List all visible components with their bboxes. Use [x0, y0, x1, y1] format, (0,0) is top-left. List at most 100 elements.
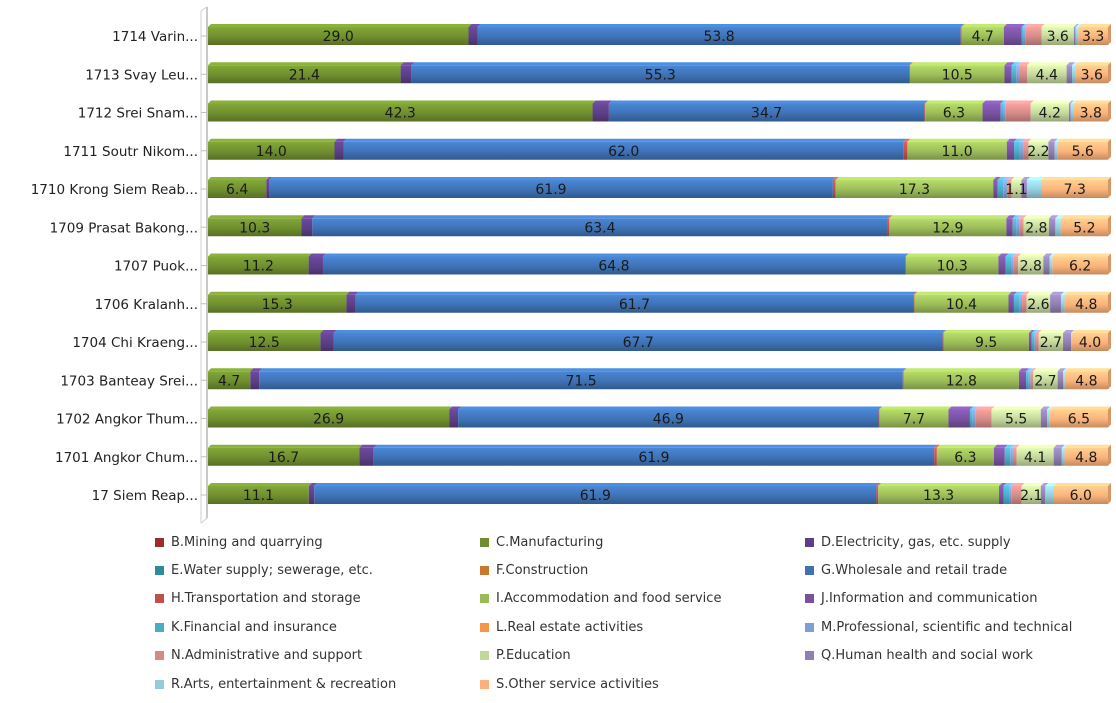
bar-segment-top [301, 215, 316, 219]
bar-segment [905, 256, 999, 275]
bar-segment-top [934, 444, 940, 448]
bar-segment [1022, 294, 1027, 313]
bar-segment [972, 409, 976, 428]
bar-segment-top [1026, 177, 1045, 180]
bar-segment [301, 218, 313, 237]
bar-segment-top [477, 24, 964, 27]
bar-segment-top [208, 444, 363, 448]
bar-segment [960, 27, 962, 45]
bar-segment-top [1040, 483, 1049, 486]
bar-segment-top [468, 24, 481, 27]
legend-label: P.Education [496, 648, 571, 664]
bar-segment [1021, 27, 1024, 45]
data-label: 5.2 [1073, 220, 1095, 236]
bar-segment-top [208, 24, 472, 27]
data-label: 62.0 [608, 144, 639, 160]
bar-segment [1049, 256, 1053, 275]
legend-swatch [805, 651, 814, 661]
legend-swatch [155, 622, 164, 632]
bar-segment-top [1064, 291, 1111, 295]
data-label: 42.3 [385, 106, 416, 122]
legend-label: L.Real estate activities [496, 619, 644, 635]
bar-segment [1070, 103, 1074, 122]
bar-segment-top [1016, 62, 1022, 66]
bar-segment [997, 180, 1004, 198]
bar-segment-top [1003, 177, 1011, 180]
data-label: 2.7 [1040, 335, 1062, 351]
bar-segment [998, 256, 1006, 275]
bar-segment [903, 371, 1019, 390]
bar-segment [1003, 486, 1010, 504]
bar-segment-top [961, 24, 1007, 27]
bar-segment [1025, 27, 1042, 45]
data-label: 6.2 [1069, 259, 1091, 275]
data-label: 7.7 [903, 412, 925, 428]
data-label: 34.7 [751, 106, 782, 122]
bar-segment [355, 294, 914, 313]
bar-segment-top [910, 62, 1008, 66]
legend-label: H.Transportation and storage [171, 591, 361, 607]
bar-segment-top [1054, 138, 1061, 142]
bar-segment-top [1005, 100, 1034, 104]
bar-segment-top [1073, 100, 1111, 104]
legend-swatch [805, 565, 814, 575]
legend-swatch [480, 594, 489, 604]
bar-segment-top [832, 177, 839, 180]
bar-segment [1027, 65, 1067, 84]
bar-segment-top [208, 177, 270, 180]
bar-segment-top [1005, 253, 1014, 257]
bar-segment [400, 65, 412, 84]
bar-segment-top [969, 406, 976, 410]
bar-segment-top [208, 215, 305, 219]
bar-segment [1013, 256, 1019, 275]
bar-segment-top [1066, 62, 1075, 66]
bar-segment [1053, 447, 1062, 466]
bar-segment-top [876, 483, 882, 486]
data-label: 53.8 [703, 29, 734, 45]
bar-segment-top [1011, 177, 1025, 180]
bar-segment [1019, 141, 1024, 160]
legend-label: S.Other service activities [496, 676, 659, 692]
bar-segment [1078, 27, 1108, 45]
bar-segment [308, 256, 323, 275]
bar-end-face [1108, 215, 1111, 237]
bar-segment [934, 447, 937, 466]
category-label: 1701 Angkor Chum... [55, 450, 198, 466]
data-label: 67.7 [623, 335, 654, 351]
bar-segment [982, 103, 1001, 122]
bar-segment [1049, 218, 1056, 237]
bar-segment [1011, 486, 1022, 504]
bar-segment [1007, 180, 1012, 198]
data-label: 6.5 [1068, 412, 1090, 428]
bar-segment [312, 218, 888, 237]
bar-segment [1019, 218, 1024, 237]
bar-segment-top [259, 368, 906, 372]
data-label: 4.4 [1036, 67, 1058, 83]
legend-label: F.Construction [496, 562, 589, 578]
bar-segment [1049, 409, 1108, 428]
legend-item: J.Information and communication [805, 590, 1037, 608]
legend-label: R.Arts, entertainment & recreation [171, 676, 397, 692]
bar-segment-top [208, 406, 453, 410]
bar-segment [876, 486, 879, 504]
bar-segment-top [1018, 253, 1047, 257]
bar-segment [1033, 371, 1058, 390]
bar-segment-top [1040, 406, 1051, 410]
bar-segment-top [1049, 406, 1111, 410]
bar-segment [208, 447, 360, 466]
bar-segment-top [1072, 330, 1111, 333]
bar-segment-top [1057, 138, 1111, 142]
bar-segment-top [355, 291, 917, 295]
bar-segment-top [1063, 330, 1075, 333]
data-label: 1.1 [1005, 182, 1027, 198]
bar-segment-top [1028, 368, 1034, 372]
bar-segment [208, 486, 309, 504]
bar-segment [961, 27, 1004, 45]
category-label: 1709 Prasat Bakong... [50, 220, 198, 236]
data-label: 2.8 [1025, 220, 1047, 236]
data-label: 10.5 [942, 67, 973, 83]
bar-segment-top [1075, 24, 1082, 27]
bar-segment [1040, 486, 1046, 504]
bar-segment [1030, 371, 1034, 390]
bar-segment [1010, 256, 1014, 275]
